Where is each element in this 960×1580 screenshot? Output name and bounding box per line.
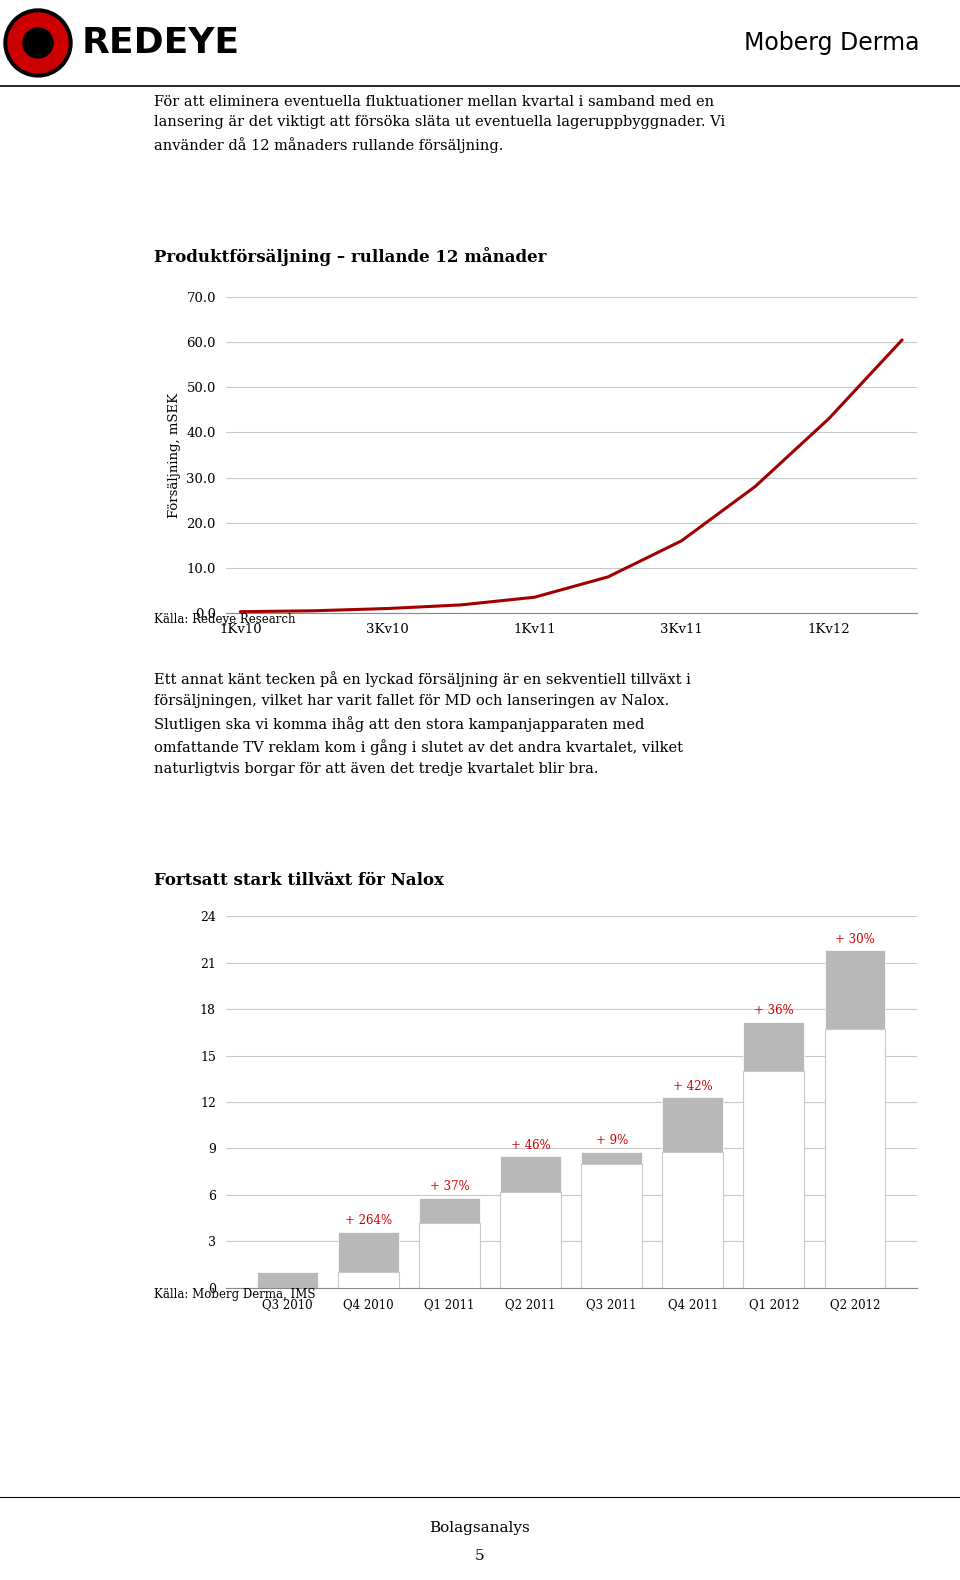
Text: Källa: Moberg Derma, IMS: Källa: Moberg Derma, IMS <box>154 1288 315 1300</box>
Bar <box>825 951 885 1288</box>
Text: Källa: Redeye Research: Källa: Redeye Research <box>154 613 295 626</box>
Text: + 42%: + 42% <box>673 1079 712 1093</box>
Bar <box>662 1152 723 1288</box>
Bar <box>420 1198 480 1288</box>
Y-axis label: Försäljning, mSEK: Försäljning, mSEK <box>168 392 180 518</box>
Bar <box>338 1272 399 1288</box>
Text: + 46%: + 46% <box>511 1139 550 1152</box>
Text: REDEYE: REDEYE <box>82 25 240 60</box>
Bar <box>582 1152 642 1288</box>
Bar <box>500 1191 561 1288</box>
Bar <box>743 1022 804 1288</box>
Bar <box>420 1223 480 1288</box>
Text: Moberg Derma: Moberg Derma <box>745 32 920 55</box>
Bar <box>500 1157 561 1288</box>
Circle shape <box>8 13 68 73</box>
Text: + 9%: + 9% <box>595 1134 628 1147</box>
Text: + 30%: + 30% <box>835 932 875 946</box>
Circle shape <box>23 28 53 58</box>
Text: Fortsatt stark tillväxt för Nalox: Fortsatt stark tillväxt för Nalox <box>154 872 444 890</box>
Text: + 37%: + 37% <box>430 1180 469 1193</box>
Text: + 264%: + 264% <box>345 1215 392 1228</box>
Text: Produktförsäljning – rullande 12 månader: Produktförsäljning – rullande 12 månader <box>154 246 546 267</box>
Text: 5: 5 <box>475 1548 485 1563</box>
Text: Bolagsanalys: Bolagsanalys <box>430 1522 530 1536</box>
Bar <box>825 1029 885 1288</box>
Text: För att eliminera eventuella fluktuationer mellan kvartal i samband med en
lanse: För att eliminera eventuella fluktuation… <box>154 95 725 153</box>
Text: + 36%: + 36% <box>754 1003 794 1018</box>
Bar <box>662 1098 723 1288</box>
Bar <box>257 1272 318 1288</box>
Text: Ett annat känt tecken på en lyckad försäljning är en sekventiell tillväxt i
förs: Ett annat känt tecken på en lyckad försä… <box>154 672 690 776</box>
Bar <box>743 1071 804 1288</box>
Circle shape <box>4 9 72 77</box>
Bar <box>338 1232 399 1288</box>
Bar <box>582 1164 642 1288</box>
